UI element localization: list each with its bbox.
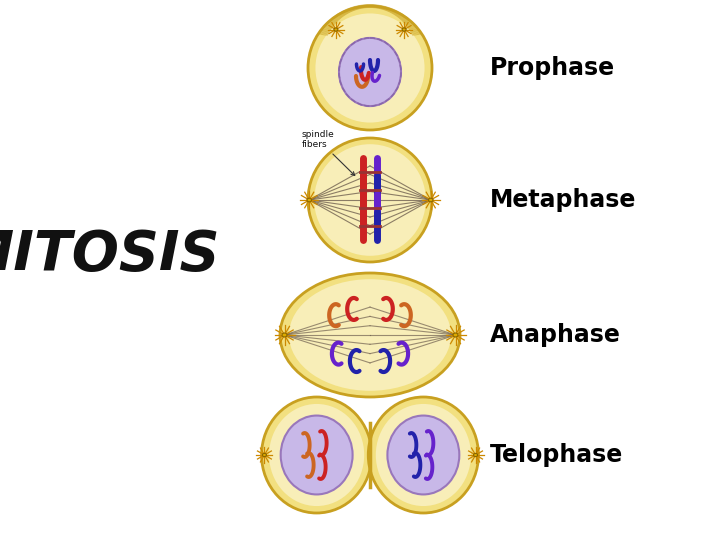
Ellipse shape (280, 273, 460, 397)
Ellipse shape (308, 138, 432, 262)
Ellipse shape (282, 333, 287, 337)
Text: Telophase: Telophase (490, 443, 624, 467)
Ellipse shape (453, 333, 458, 337)
Text: Anaphase: Anaphase (490, 323, 621, 347)
Ellipse shape (402, 28, 406, 31)
Ellipse shape (428, 198, 433, 202)
Ellipse shape (387, 416, 459, 495)
Ellipse shape (314, 144, 426, 256)
Ellipse shape (368, 397, 479, 513)
Ellipse shape (334, 28, 338, 31)
Text: Prophase: Prophase (490, 56, 615, 80)
Text: Metaphase: Metaphase (490, 188, 636, 212)
Ellipse shape (262, 454, 266, 457)
Ellipse shape (308, 6, 432, 130)
Ellipse shape (339, 38, 401, 106)
Ellipse shape (474, 454, 477, 457)
Text: MITOSIS: MITOSIS (0, 228, 221, 282)
Ellipse shape (281, 416, 353, 495)
Ellipse shape (289, 279, 451, 391)
Ellipse shape (269, 404, 364, 506)
Text: spindle
fibers: spindle fibers (302, 130, 355, 176)
Ellipse shape (307, 198, 312, 202)
Ellipse shape (261, 397, 372, 513)
Ellipse shape (315, 14, 425, 123)
Ellipse shape (376, 404, 471, 506)
